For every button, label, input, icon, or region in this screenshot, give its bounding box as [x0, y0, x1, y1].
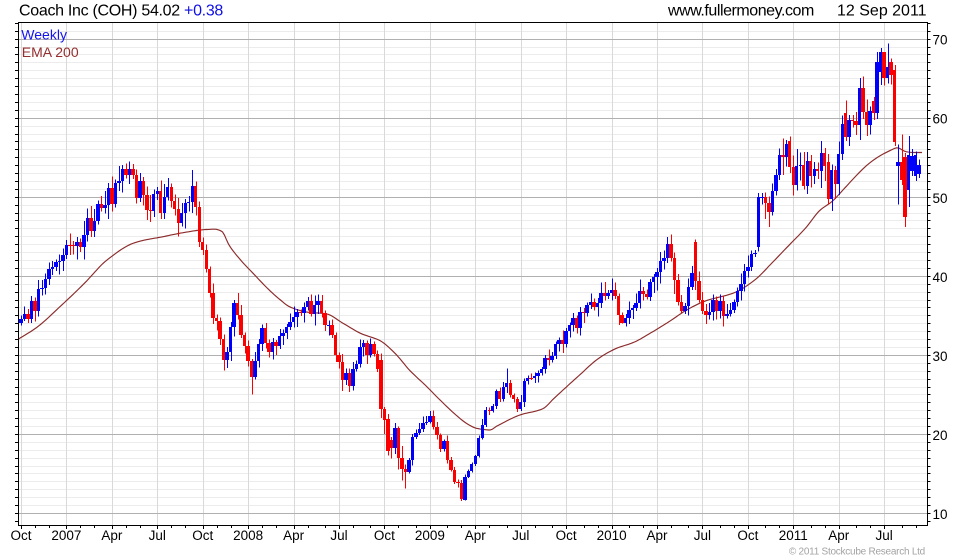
svg-text:2007: 2007 — [51, 528, 81, 543]
svg-text:70: 70 — [933, 33, 948, 48]
svg-text:2010: 2010 — [597, 528, 627, 543]
svg-text:20: 20 — [933, 428, 948, 443]
svg-text:Oct: Oct — [556, 528, 577, 543]
svg-text:50: 50 — [933, 191, 948, 206]
svg-text:60: 60 — [933, 112, 948, 127]
svg-text:Coach Inc (COH) 54.02 +0.38: Coach Inc (COH) 54.02 +0.38 — [19, 3, 223, 20]
svg-text:EMA 200: EMA 200 — [22, 44, 79, 60]
svg-text:Jul: Jul — [149, 528, 166, 543]
svg-text:2009: 2009 — [415, 528, 445, 543]
svg-text:Jul: Jul — [694, 528, 711, 543]
svg-text:Apr: Apr — [465, 528, 487, 543]
svg-text:30: 30 — [933, 349, 948, 364]
svg-text:10: 10 — [933, 507, 948, 522]
svg-text:Jul: Jul — [330, 528, 347, 543]
svg-text:40: 40 — [933, 270, 948, 285]
svg-text:www.fullermoney.com: www.fullermoney.com — [667, 3, 814, 20]
svg-text:Jul: Jul — [512, 528, 529, 543]
svg-text:12 Sep 2011: 12 Sep 2011 — [837, 3, 927, 20]
svg-text:© 2011 Stockcube Research Ltd: © 2011 Stockcube Research Ltd — [789, 546, 925, 557]
svg-text:Oct: Oct — [374, 528, 395, 543]
svg-text:Oct: Oct — [737, 528, 758, 543]
svg-text:Jul: Jul — [875, 528, 892, 543]
svg-text:Apr: Apr — [828, 528, 850, 543]
svg-text:2011: 2011 — [779, 528, 808, 543]
svg-text:Apr: Apr — [283, 528, 305, 543]
svg-text:Weekly: Weekly — [21, 27, 67, 43]
svg-text:Oct: Oct — [192, 528, 213, 543]
svg-text:Apr: Apr — [646, 528, 668, 543]
svg-text:Oct: Oct — [10, 528, 31, 543]
svg-text:2008: 2008 — [233, 528, 263, 543]
svg-text:Apr: Apr — [101, 528, 123, 543]
